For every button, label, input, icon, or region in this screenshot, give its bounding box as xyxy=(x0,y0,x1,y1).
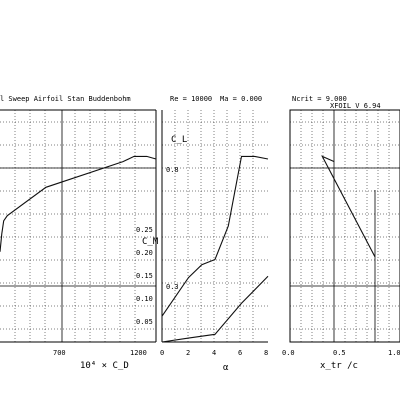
xtr-xtick-0: 0.0 xyxy=(282,349,295,357)
xtr-axis-label: x_tr /c xyxy=(320,361,358,371)
drag-axis-label: 10⁴ × C_D xyxy=(80,361,129,371)
cm-ytick-015: 0.15 xyxy=(136,272,153,280)
cm-ytick-010: 0.10 xyxy=(136,295,153,303)
xtr-xtick-05: 0.5 xyxy=(333,349,346,357)
cm-axis-label: C_M xyxy=(142,237,159,247)
alpha-xtick-4: 4 xyxy=(212,349,216,357)
cm-alpha-curve xyxy=(161,275,269,343)
xfoil-version: XFOIL V 6.94 xyxy=(330,102,381,110)
alpha-axis-label: α xyxy=(223,363,229,373)
cl-axis-label: C_L xyxy=(171,135,187,145)
ncrit-value: Ncrit = 9.000 xyxy=(292,95,347,103)
cl-ytick-08: 0.8 xyxy=(166,166,179,174)
plot-title: l Sweep Airfoil Stan Buddenbohm xyxy=(0,95,131,103)
xtr-xtick-1: 1.0 xyxy=(388,349,400,357)
tick-labels: 700 1200 0 2 4 6 8 0.0 0.5 1.0 0.8 0.3 0… xyxy=(53,166,400,357)
mach-number: Ma = 0.000 xyxy=(220,95,262,103)
transition-curve xyxy=(321,155,376,258)
drag-xtick-700: 700 xyxy=(53,349,66,357)
cm-ytick-005: 0.05 xyxy=(136,318,153,326)
alpha-panel xyxy=(161,110,268,343)
cl-alpha-curve xyxy=(161,155,269,317)
drag-xtick-1200: 1200 xyxy=(130,349,147,357)
cm-ytick-020: 0.20 xyxy=(136,249,153,257)
alpha-xtick-0: 0 xyxy=(160,349,164,357)
cm-ytick-025: 0.25 xyxy=(136,226,153,234)
alpha-xtick-6: 6 xyxy=(238,349,242,357)
drag-polar-curve xyxy=(0,155,157,252)
curves xyxy=(0,155,376,343)
cl-ytick-03: 0.3 xyxy=(166,283,179,291)
grid-lines xyxy=(0,110,400,342)
alpha-xtick-2: 2 xyxy=(186,349,190,357)
alpha-xtick-8: 8 xyxy=(264,349,268,357)
drag-polar-panel xyxy=(0,109,157,343)
reynolds-number: Re = 10000 xyxy=(170,95,212,103)
